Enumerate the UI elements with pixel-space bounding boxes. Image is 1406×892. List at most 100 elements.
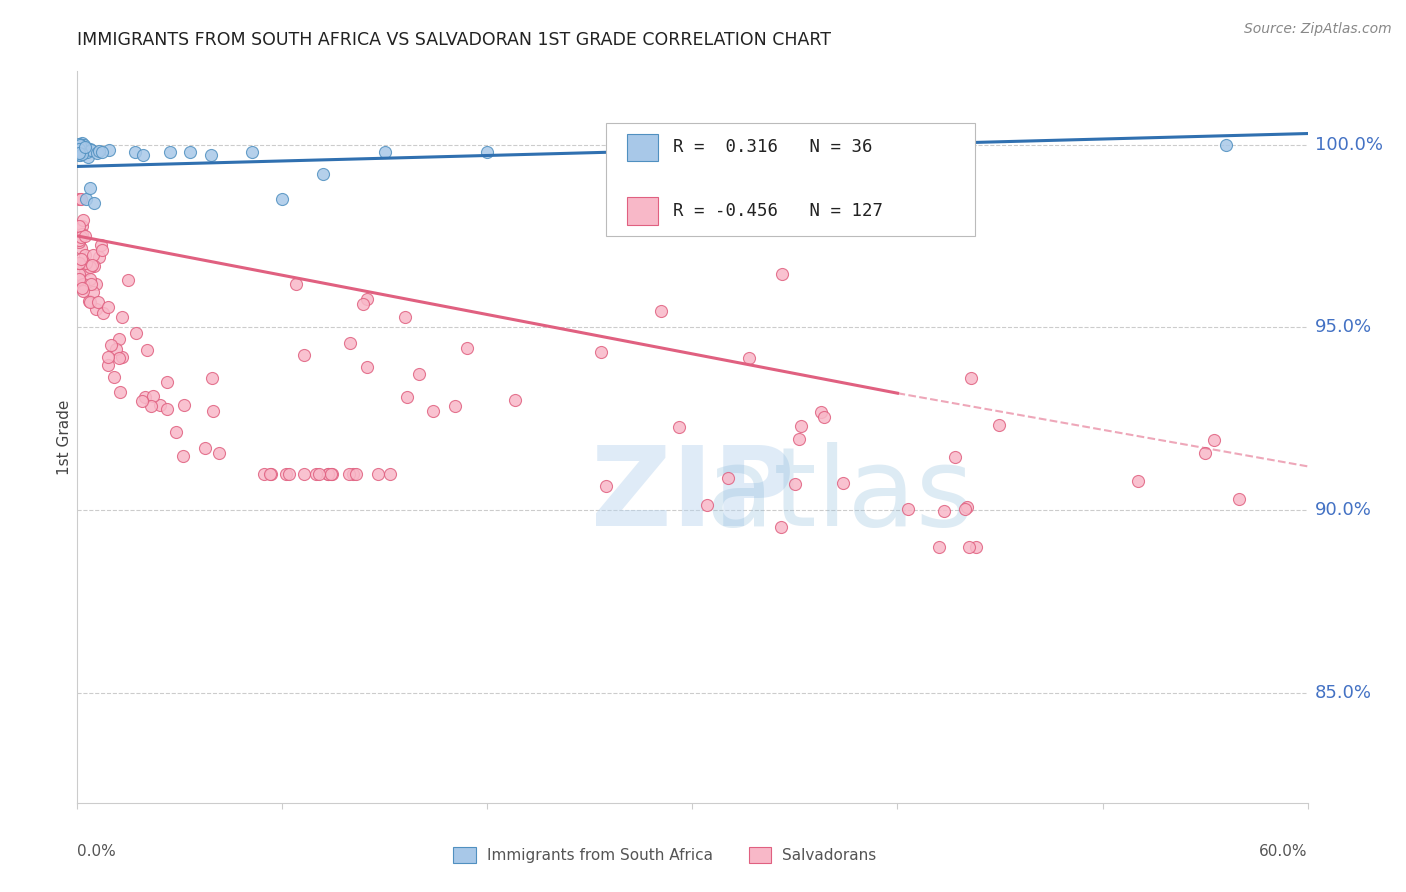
Point: [67, 256, 90, 270]
Point: [79, 181, 101, 195]
Point: [117, 273, 139, 287]
Point: [422, 404, 444, 418]
Point: [67, 233, 90, 247]
Point: [1194, 446, 1216, 460]
Point: [82, 285, 104, 299]
Point: [321, 467, 343, 481]
Point: [90, 244, 112, 258]
Text: R =  0.316   N = 36: R = 0.316 N = 36: [673, 138, 872, 156]
Point: [76, 145, 98, 160]
Point: [271, 193, 294, 207]
Point: [69, 148, 91, 162]
Point: [80, 258, 103, 272]
Point: [67, 193, 90, 207]
Point: [292, 467, 315, 481]
Point: [650, 304, 672, 318]
Point: [67, 235, 90, 249]
Point: [77, 294, 100, 309]
Point: [67, 145, 90, 160]
Point: [69, 229, 91, 244]
Point: [274, 467, 297, 481]
Point: [201, 404, 224, 418]
Point: [156, 401, 179, 416]
Point: [374, 145, 396, 159]
Point: [339, 336, 361, 351]
Point: [75, 248, 97, 262]
Point: [356, 292, 378, 306]
Point: [394, 310, 416, 324]
Point: [83, 196, 105, 211]
Point: [456, 341, 478, 355]
Point: [813, 409, 835, 424]
Point: [70, 280, 93, 294]
Point: [75, 193, 97, 207]
Point: [70, 219, 93, 233]
Point: [928, 540, 950, 554]
Point: [72, 140, 94, 154]
Point: [67, 267, 90, 281]
Point: [208, 446, 231, 460]
Point: [67, 136, 90, 151]
Point: [72, 213, 94, 227]
Text: 85.0%: 85.0%: [1315, 684, 1372, 702]
Point: [84, 301, 107, 316]
Bar: [627, 197, 658, 225]
Point: [70, 145, 93, 160]
Point: [477, 145, 499, 159]
Point: [897, 501, 920, 516]
Point: [108, 332, 131, 346]
Point: [380, 467, 402, 481]
Point: [79, 142, 101, 156]
Point: [90, 238, 112, 252]
Point: [139, 399, 162, 413]
Point: [110, 350, 132, 364]
Point: [80, 277, 103, 292]
Point: [591, 345, 613, 359]
Text: 100.0%: 100.0%: [1315, 136, 1382, 153]
FancyBboxPatch shape: [606, 122, 976, 235]
Point: [965, 540, 987, 554]
Point: [73, 140, 96, 154]
Point: [97, 300, 120, 314]
Point: [783, 145, 806, 159]
Point: [292, 348, 315, 362]
Point: [367, 467, 389, 481]
Point: [104, 342, 127, 356]
Point: [284, 277, 307, 291]
Text: Salvadorans: Salvadorans: [782, 848, 877, 863]
Point: [107, 351, 129, 366]
Point: [111, 310, 134, 325]
Point: [131, 394, 153, 409]
Point: [789, 432, 811, 446]
Point: [1227, 492, 1250, 507]
Point: [640, 148, 662, 162]
Point: [91, 305, 114, 319]
Text: atlas: atlas: [706, 442, 974, 549]
Point: [344, 467, 367, 481]
Point: [79, 260, 101, 275]
Point: [72, 143, 94, 157]
Point: [408, 367, 430, 381]
Point: [82, 248, 104, 262]
Point: [165, 425, 187, 439]
Point: [316, 467, 339, 481]
Point: [73, 229, 96, 244]
Point: [738, 351, 761, 365]
Point: [200, 148, 222, 162]
Point: [72, 285, 94, 299]
Point: [278, 467, 301, 481]
Point: [810, 405, 832, 419]
Point: [1215, 137, 1237, 152]
Point: [955, 500, 977, 515]
Point: [668, 420, 690, 434]
Point: [988, 418, 1011, 433]
Point: [70, 136, 93, 150]
Point: [90, 145, 112, 160]
Point: [136, 343, 159, 357]
Point: [67, 148, 90, 162]
Point: [831, 475, 853, 490]
Point: [70, 227, 93, 242]
Point: [142, 389, 165, 403]
Point: [396, 390, 419, 404]
Point: [790, 419, 813, 434]
